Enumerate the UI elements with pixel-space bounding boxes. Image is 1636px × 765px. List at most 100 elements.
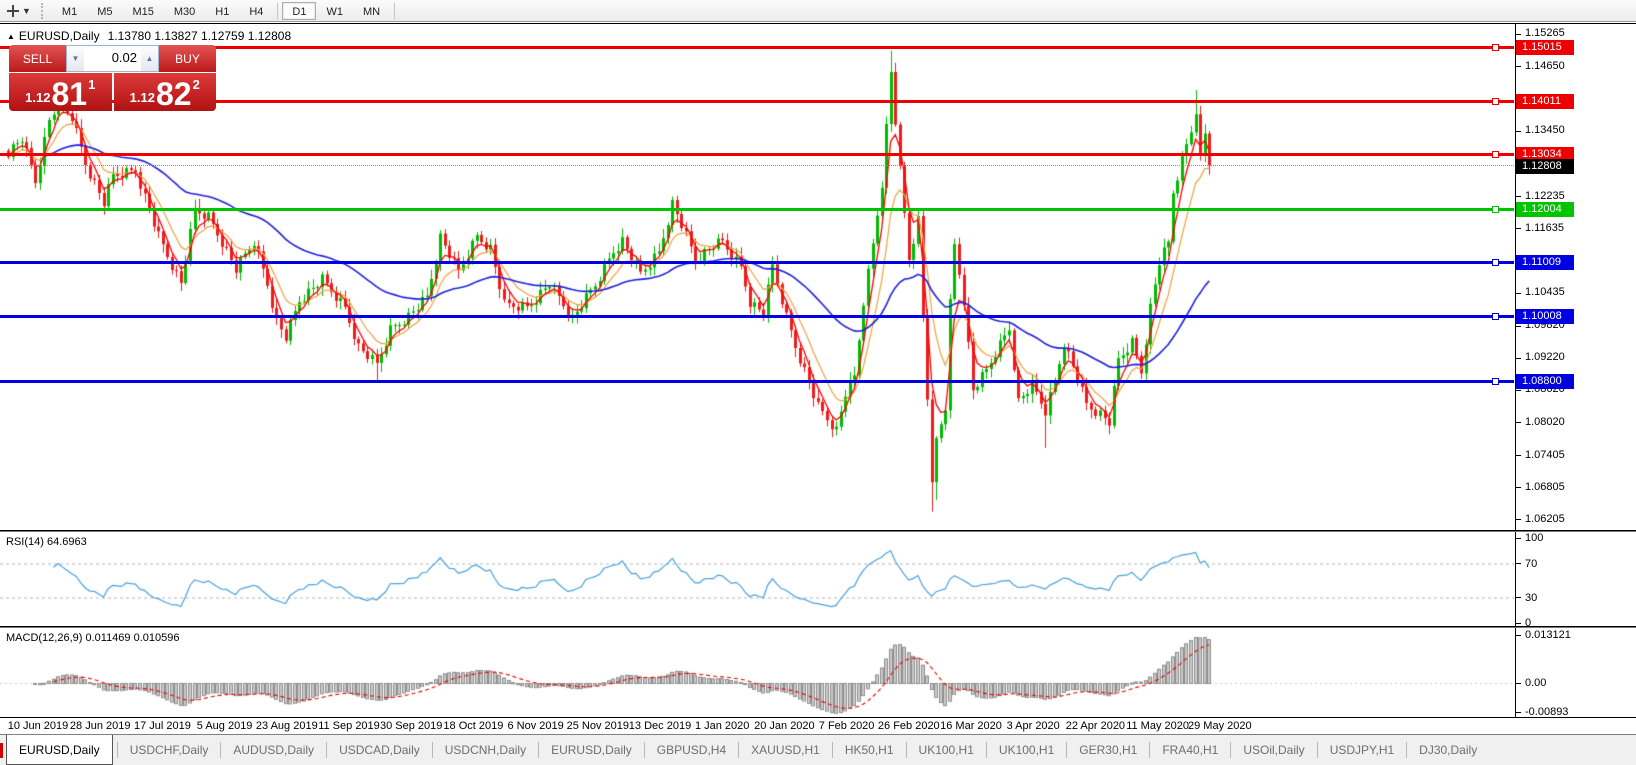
horizontal-line-1.10008[interactable]: [0, 314, 1514, 318]
price-tick-mark: [1516, 293, 1521, 294]
tab-divider: [538, 742, 540, 758]
line-handle[interactable]: [1492, 98, 1499, 106]
macd-tick-label: 0.013121: [1525, 629, 1571, 641]
line-handle[interactable]: [1492, 377, 1499, 385]
collapse-triangle-icon[interactable]: ▲: [7, 32, 15, 41]
timeframe-button-m5[interactable]: M5: [97, 5, 113, 18]
rsi-tick-mark: [1516, 623, 1521, 624]
date-label: 26 Feb 2020: [877, 720, 940, 732]
candlestick-chart-canvas[interactable]: [0, 24, 1514, 530]
chart-tab-usdchf-daily[interactable]: USDCHF,Daily: [129, 743, 209, 757]
chart-window: ▲ EURUSD,Daily 1.13780 1.13827 1.12759 1.1…: [0, 23, 1636, 735]
toolbar-grip[interactable]: [40, 2, 46, 19]
chart-title-symbol: EURUSD,Daily: [18, 29, 100, 43]
chart-tab-eurusd-daily[interactable]: EURUSD,Daily: [551, 743, 632, 757]
horizontal-line-1.14011[interactable]: [0, 100, 1514, 104]
rsi-tick-mark: [1516, 538, 1521, 539]
buy-button[interactable]: BUY: [159, 45, 216, 72]
volume-decrease-button[interactable]: ▼: [67, 46, 84, 71]
one-click-trading-panel: SELL ▼ 0.02 ▲ BUY 1.12 81 1 1.12: [9, 45, 216, 111]
timeframe-button-m30[interactable]: M30: [173, 5, 196, 18]
macd-chart-canvas[interactable]: [0, 628, 1514, 717]
line-handle[interactable]: [1492, 150, 1499, 158]
chart-tab-uk100-h1[interactable]: UK100,H1: [998, 743, 1055, 757]
date-label: 23 Aug 2019: [255, 720, 318, 732]
main-chart-pane: ▲ EURUSD,Daily 1.13780 1.13827 1.12759 1.1…: [0, 24, 1636, 531]
macd-axis[interactable]: 0.013121 0.00 -0.00893: [1515, 628, 1636, 717]
price-axis[interactable]: 1.15265 1.14650 1.13450 1.12235 1.11635 1.104…: [1515, 24, 1636, 530]
price-tick-mark: [1516, 487, 1521, 488]
price-tick-label: 1.07405: [1525, 448, 1565, 461]
price-tick-label: 1.15265: [1525, 27, 1565, 39]
price-tick-label: 1.11635: [1525, 221, 1564, 234]
rsi-tick-label: 30: [1525, 591, 1538, 604]
buy-price-prefix: 1.12: [129, 90, 155, 105]
price-tick-label: 1.12235: [1525, 189, 1565, 202]
macd-tick-mark: [1516, 712, 1521, 713]
timeframe-button-w1[interactable]: W1: [326, 5, 343, 18]
price-tick-mark: [1516, 390, 1521, 391]
chart-tab-audusd-daily[interactable]: AUDUSD,Daily: [233, 743, 315, 757]
chart-tab-xauusd-h1[interactable]: XAUUSD,H1: [751, 743, 820, 757]
horizontal-line-1.11009[interactable]: [0, 261, 1514, 265]
timeframe-button-h1[interactable]: H1: [215, 5, 230, 18]
date-label: 28 Jun 2019: [69, 720, 131, 732]
date-label: 7 Feb 2020: [818, 720, 875, 732]
chart-tab-gbpusd-h4[interactable]: GBPUSD,H4: [656, 743, 727, 757]
macd-tick-mark: [1516, 683, 1521, 684]
timeframe-button-h4[interactable]: H4: [249, 5, 264, 18]
macd-pane: MACD(12,26,9) 0.011469 0.010596 0.013121…: [0, 627, 1636, 718]
timeframe-button-m1[interactable]: M1: [61, 5, 78, 18]
tab-divider: [985, 742, 987, 758]
date-label: 30 Sep 2019: [379, 720, 443, 732]
horizontal-line-1.15015[interactable]: [0, 46, 1514, 50]
horizontal-line-1.08800[interactable]: [0, 379, 1514, 383]
price-tick-mark: [1516, 228, 1521, 229]
price-tick-mark: [1516, 519, 1521, 520]
rsi-tick-mark: [1516, 563, 1521, 564]
chart-tab-usdcad-daily[interactable]: USDCAD,Daily: [339, 743, 420, 757]
crosshair-icon[interactable]: [4, 3, 22, 19]
date-label: 17 Jul 2019: [133, 720, 191, 732]
chart-tab-usoil-daily[interactable]: USOil,Daily: [1243, 743, 1305, 757]
price-tick-label: 1.14650: [1525, 59, 1565, 72]
horizontal-line-1.12004[interactable]: [0, 207, 1514, 211]
tab-divider: [1316, 742, 1318, 758]
chart-tab-ger30-h1[interactable]: GER30,H1: [1079, 743, 1138, 757]
price-tick-mark: [1516, 455, 1521, 456]
timeframe-button-d1[interactable]: D1: [282, 1, 317, 20]
volume-increase-button[interactable]: ▲: [141, 46, 158, 71]
date-label: 13 Dec 2019: [628, 720, 692, 732]
chart-tab-usdjpy-h1[interactable]: USDJPY,H1: [1329, 743, 1395, 757]
line-handle[interactable]: [1492, 44, 1499, 52]
price-tick-mark: [1516, 358, 1521, 359]
line-handle[interactable]: [1492, 312, 1499, 320]
timeframe-button-m15[interactable]: M15: [132, 5, 154, 18]
chart-objects-overlay: [0, 24, 1636, 530]
chart-tab-dj30-daily[interactable]: DJ30,Daily: [1419, 743, 1478, 757]
sell-price-box[interactable]: 1.12 81 1: [9, 73, 112, 111]
line-handle[interactable]: [1492, 205, 1499, 213]
line-handle[interactable]: [1492, 259, 1499, 267]
chart-tab-usdcnh-daily[interactable]: USDCNH,Daily: [444, 743, 527, 757]
volume-value[interactable]: 0.02: [111, 50, 137, 65]
date-label: 16 Mar 2020: [940, 720, 1002, 732]
chart-tab-bar: EURUSD,Daily USDCHF,Daily AUDUSD,Daily USDC…: [0, 735, 1636, 765]
time-axis[interactable]: 10 Jun 2019 28 Jun 2019 17 Jul 2019 5 Aug 2…: [0, 718, 1636, 735]
buy-price-box[interactable]: 1.12 82 2: [113, 73, 216, 111]
rsi-axis[interactable]: 100 70 30 0: [1515, 532, 1636, 626]
date-label: 3 Apr 2020: [1006, 720, 1060, 732]
tab-divider: [1406, 742, 1408, 758]
chart-tab-hk50-h1[interactable]: HK50,H1: [844, 743, 894, 757]
timeframe-button-mn[interactable]: MN: [362, 5, 381, 18]
price-tick-mark: [1516, 34, 1521, 35]
volume-spinner: ▼ 0.02 ▲: [66, 45, 159, 72]
rsi-chart-canvas[interactable]: [0, 532, 1514, 626]
chart-tab-eurusd-daily[interactable]: EURUSD,Daily: [6, 735, 113, 765]
sell-button[interactable]: SELL: [9, 45, 66, 72]
horizontal-line-1.13034[interactable]: [0, 152, 1514, 156]
chart-tab-fra40-h1[interactable]: FRA40,H1: [1162, 743, 1219, 757]
macd-label: MACD(12,26,9) 0.011469 0.010596: [6, 632, 180, 644]
dropdown-caret-icon[interactable]: ▼: [22, 5, 31, 16]
chart-tab-uk100-h1[interactable]: UK100,H1: [918, 743, 974, 757]
